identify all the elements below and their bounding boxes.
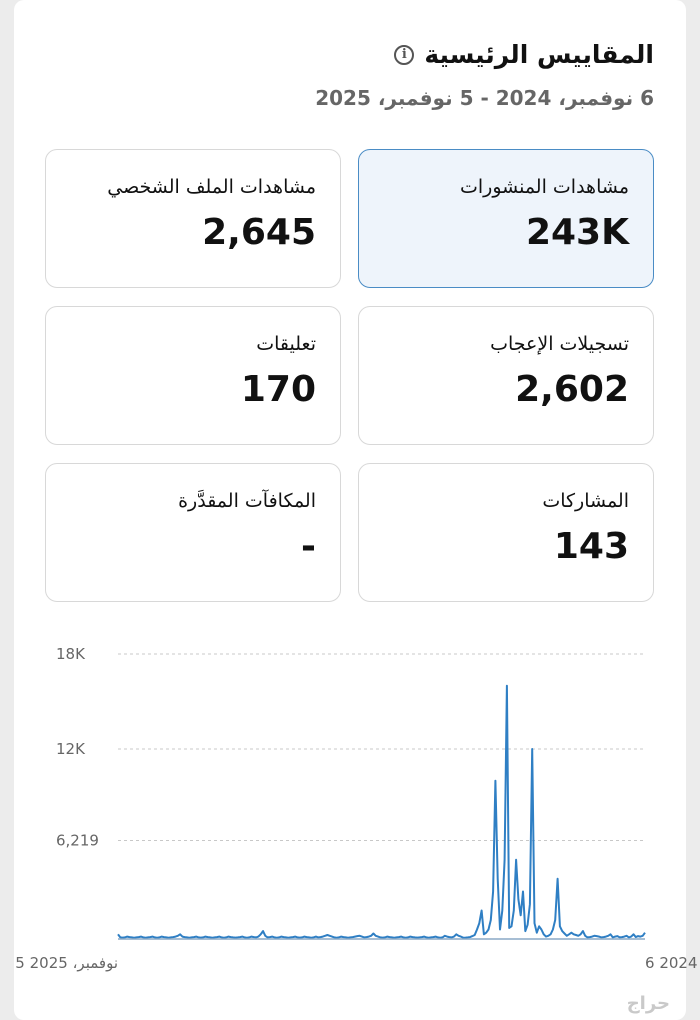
metric-label: المكافآت المقدَّرة [178, 490, 316, 512]
metric-card-comments[interactable]: تعليقات 170 [45, 306, 341, 445]
metric-label: مشاهدات الملف الشخصي [107, 176, 316, 198]
series-line [117, 684, 646, 939]
metric-value: 170 [240, 369, 316, 410]
page-title: المقاييس الرئيسية [424, 40, 654, 69]
metric-value: 2,602 [515, 369, 629, 410]
watermark-logo: حراج [626, 993, 670, 1014]
y-tick-label: 12K [56, 740, 86, 758]
grid-layer [118, 653, 645, 842]
metric-card-shares[interactable]: المشاركات 143 [358, 463, 654, 602]
metric-label: مشاهدات المنشورات [459, 176, 629, 198]
title-row: المقاييس الرئيسية i [394, 40, 654, 69]
metric-label: تسجيلات الإعجاب [490, 333, 629, 355]
header: المقاييس الرئيسية i 6 نوفمبر، 2024 - 5 ن… [0, 0, 700, 120]
metric-label: تعليقات [256, 333, 316, 355]
metric-value: 243K [525, 212, 629, 253]
y-tick-label: 18K [56, 645, 86, 663]
metric-value: 143 [553, 526, 629, 567]
metric-card-profile-views[interactable]: مشاهدات الملف الشخصي 2,645 [45, 149, 341, 288]
y-tick-label: 6,219 [56, 832, 99, 850]
metric-label: المشاركات [542, 490, 629, 512]
x-tick-label-start: نوفمبر، 2024 6 [645, 954, 700, 972]
metric-card-likes[interactable]: تسجيلات الإعجاب 2,602 [358, 306, 654, 445]
chart-svg: 18K 12K 6,219 نوفمبر، 2024 6 نوفمبر، 2025 … [15, 645, 700, 972]
metric-value: - [301, 526, 316, 567]
line-chart[interactable]: 18K 12K 6,219 نوفمبر، 2024 6 نوفمبر، 2025 … [0, 620, 700, 990]
metric-value: 2,645 [202, 212, 316, 253]
tick-layer: 18K 12K 6,219 [56, 645, 99, 850]
info-icon[interactable]: i [394, 44, 415, 65]
metric-card-estimated-rewards[interactable]: المكافآت المقدَّرة - [45, 463, 341, 602]
x-tick-label-end: نوفمبر، 2025 5 [15, 954, 118, 972]
metric-card-post-views[interactable]: مشاهدات المنشورات 243K [358, 149, 654, 288]
date-range: 6 نوفمبر، 2024 - 5 نوفمبر، 2025 [315, 86, 654, 110]
